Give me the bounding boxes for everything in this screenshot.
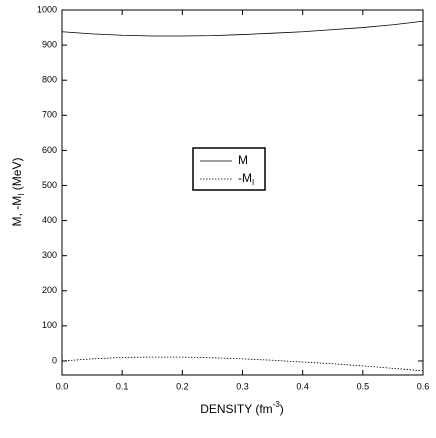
legend-label: -MI [238,171,254,187]
legend-name-sub: I [252,178,254,187]
legend-name: M [238,153,248,167]
x-tick-label: 0.0 [56,381,69,391]
y-label-sub: I [17,194,26,196]
x-tick-label: 0.2 [176,381,189,391]
x-label-text: DENSITY (fm [200,402,272,416]
series-line [61,20,424,37]
y-tick-label: 700 [42,110,57,120]
x-label-sup: -3 [273,400,281,409]
y-tick-label: 600 [42,145,57,155]
plot-frame [61,9,424,376]
y-tick-label: 800 [42,75,57,85]
x-tick-label: 0.3 [236,381,249,391]
x-tick-label: 0.1 [116,381,129,391]
legend: M -MI [192,147,266,191]
x-tick-label: 0.4 [296,381,309,391]
y-tick-label: 900 [42,39,57,49]
legend-name: -M [238,171,252,185]
x-tick-label: 0.6 [417,381,430,391]
y-tick-label: 500 [42,180,57,190]
y-label-end: (MeV) [10,158,24,194]
y-axis-label: M, -MI (MeV) [10,158,26,227]
y-tick-label: 0 [52,355,57,365]
y-tick-label: 1000 [37,4,57,14]
y-label-text: M, -M [10,196,24,227]
legend-box [192,147,266,191]
y-tick-label: 100 [42,320,57,330]
legend-label: M [238,153,248,167]
y-tick-label: 300 [42,250,57,260]
x-axis-label: DENSITY (fm-3) [200,400,284,416]
x-tick-label: 0.5 [357,381,370,391]
y-tick-label: 400 [42,215,57,225]
y-tick-label: 200 [42,285,57,295]
x-label-end: ) [280,402,284,416]
series-line [61,356,424,372]
